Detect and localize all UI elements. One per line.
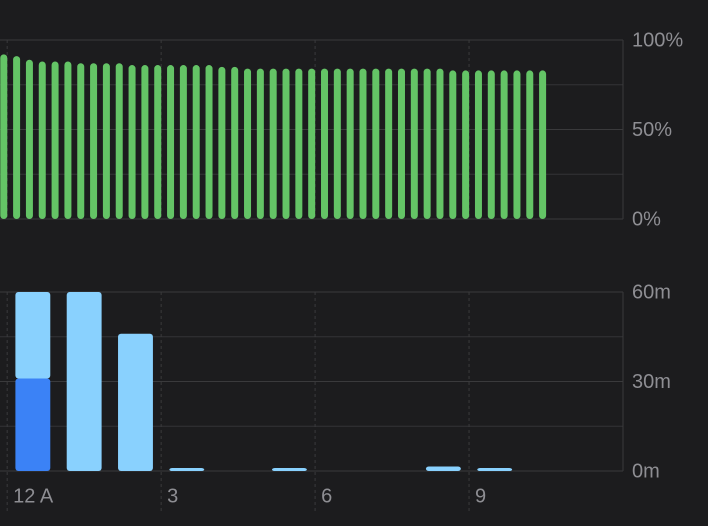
battery-bar [410, 68, 418, 219]
battery-bar [308, 68, 316, 219]
battery-bar [269, 68, 277, 219]
battery-bar [372, 68, 380, 219]
activity-bar [169, 468, 205, 471]
y-tick-label: 60m [632, 281, 671, 303]
battery-bar [359, 68, 367, 219]
battery-bar [526, 70, 534, 220]
x-tick-label: 12 A [13, 485, 54, 507]
battery-bar [282, 68, 290, 219]
battery-bar [192, 65, 200, 219]
battery-bar [539, 70, 547, 220]
battery-bar [90, 63, 98, 219]
x-tick-label: 9 [475, 485, 486, 507]
y-tick-label: 0% [632, 208, 661, 230]
activity-bar [271, 468, 307, 471]
y-tick-label: 100% [632, 29, 683, 51]
battery-bar [449, 70, 457, 220]
activity-bar [118, 333, 153, 471]
battery-bar [244, 68, 252, 219]
battery-bar [397, 68, 405, 219]
battery-bar [231, 66, 239, 219]
battery-bar [141, 65, 149, 219]
battery-bar [423, 68, 431, 219]
battery-bar [513, 70, 521, 220]
battery-bar [77, 63, 85, 219]
activity-bar [425, 466, 461, 471]
battery-bar [102, 63, 110, 219]
battery-bar [474, 70, 482, 220]
battery-bar [436, 68, 444, 219]
battery-bar [385, 68, 393, 219]
battery-bar [487, 70, 495, 220]
x-tick-label: 3 [167, 485, 178, 507]
activity-bar [15, 378, 51, 471]
battery-bar [0, 54, 8, 219]
battery-bar [128, 65, 136, 219]
battery-bar [167, 65, 175, 219]
x-tick-label: 6 [321, 485, 332, 507]
battery-bar [462, 70, 470, 220]
battery-bar [500, 70, 508, 220]
battery-bar [38, 61, 46, 220]
battery-bar [205, 65, 213, 219]
battery-bar [333, 68, 341, 219]
battery-bar [154, 65, 162, 219]
battery-bar [13, 56, 21, 219]
battery-bar [25, 59, 33, 219]
battery-bar [295, 68, 303, 219]
battery-bar [321, 68, 329, 219]
battery-bar [346, 68, 354, 219]
battery-bar [51, 61, 59, 220]
battery-bar [218, 66, 226, 219]
y-tick-label: 0m [632, 460, 660, 482]
activity-bar [66, 292, 102, 471]
y-tick-label: 30m [632, 371, 671, 393]
activity-bar [477, 468, 513, 471]
activity-bar [15, 292, 51, 379]
battery-bar [256, 68, 264, 219]
y-tick-label: 50% [632, 119, 672, 141]
battery-bar [64, 61, 72, 220]
battery-bar [179, 65, 187, 219]
battery-bar [115, 63, 123, 219]
